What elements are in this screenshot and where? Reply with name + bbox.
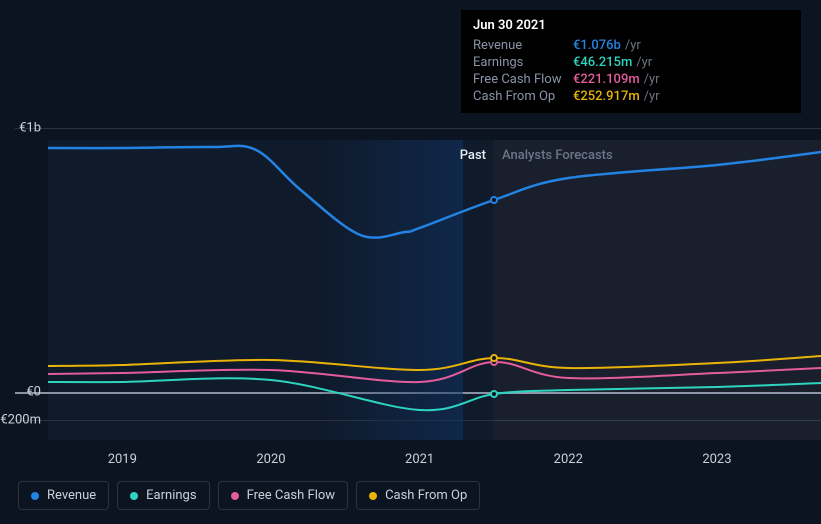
tooltip-row: Cash From Op€252.917m/yr <box>473 88 789 105</box>
tooltip-metric-label: Cash From Op <box>473 89 573 104</box>
legend-swatch <box>31 492 39 500</box>
tooltip-row: Earnings€46.215m/yr <box>473 54 789 71</box>
tooltip-row: Free Cash Flow€221.109m/yr <box>473 71 789 88</box>
legend-swatch <box>231 492 239 500</box>
series-line <box>48 362 821 382</box>
series-marker <box>490 196 498 204</box>
tooltip-suffix: /yr <box>636 55 652 70</box>
series-line <box>48 356 821 370</box>
tooltip-suffix: /yr <box>644 89 660 104</box>
past-label: Past <box>460 148 486 163</box>
series-marker <box>490 354 498 362</box>
legend-label: Cash From Op <box>385 488 467 503</box>
series-line <box>48 378 821 410</box>
tooltip-metric-value: €46.215m <box>573 55 632 70</box>
chart-tooltip: Jun 30 2021 Revenue€1.076b/yrEarnings€46… <box>461 10 801 113</box>
tooltip-metric-label: Earnings <box>473 55 573 70</box>
tooltip-metric-value: €1.076b <box>573 38 621 53</box>
series-marker <box>490 390 498 398</box>
tooltip-metric-label: Revenue <box>473 38 573 53</box>
tooltip-suffix: /yr <box>625 38 641 53</box>
tooltip-metric-value: €221.109m <box>573 72 640 87</box>
tooltip-suffix: /yr <box>644 72 660 87</box>
legend-label: Revenue <box>47 488 96 503</box>
legend: Revenue Earnings Free Cash Flow Cash From O… <box>18 481 480 510</box>
legend-swatch <box>369 492 377 500</box>
legend-item[interactable]: Earnings <box>117 481 209 510</box>
legend-item[interactable]: Cash From Op <box>356 481 480 510</box>
legend-item[interactable]: Free Cash Flow <box>218 481 348 510</box>
legend-item[interactable]: Revenue <box>18 481 109 510</box>
tooltip-date: Jun 30 2021 <box>473 18 789 33</box>
legend-swatch <box>130 492 138 500</box>
series-line <box>48 146 821 238</box>
legend-label: Free Cash Flow <box>247 488 335 503</box>
forecast-label: Analysts Forecasts <box>502 148 613 163</box>
legend-label: Earnings <box>146 488 196 503</box>
tooltip-row: Revenue€1.076b/yr <box>473 37 789 54</box>
tooltip-metric-value: €252.917m <box>573 89 640 104</box>
tooltip-metric-label: Free Cash Flow <box>473 72 573 87</box>
